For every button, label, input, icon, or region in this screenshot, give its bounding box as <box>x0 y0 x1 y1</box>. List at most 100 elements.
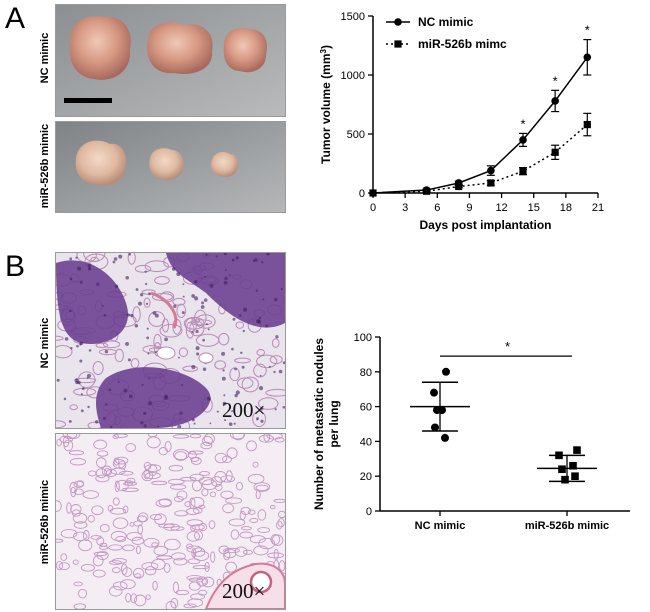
nucleus <box>102 416 106 420</box>
alveolus <box>255 490 261 500</box>
alveolus <box>232 434 245 441</box>
nucleus <box>101 304 104 307</box>
y-tick-label: 0 <box>359 188 365 200</box>
alveolus <box>134 594 147 607</box>
nucleus <box>223 253 228 256</box>
alveolus <box>152 580 158 591</box>
x-tick-label: 9 <box>466 202 472 214</box>
tumor-volume-chart: 0 3 6 9 12 15 18 21 0 500 1000 1500 Days post implan… <box>319 11 605 232</box>
alveolus <box>113 434 128 438</box>
alveolus <box>151 480 168 486</box>
nucleus <box>209 283 214 288</box>
data-point-square <box>561 475 569 484</box>
alveolus <box>175 589 190 596</box>
alveolus <box>114 348 124 363</box>
alveolus <box>173 557 188 566</box>
nucleus <box>79 359 83 363</box>
data-point-square <box>555 451 563 460</box>
alveolus <box>122 487 139 492</box>
alveolus <box>214 360 227 370</box>
alveolus <box>144 472 161 480</box>
significance-star: * <box>553 73 558 88</box>
alveolus <box>146 436 161 449</box>
alveolus <box>190 496 205 508</box>
alveolus <box>125 443 137 452</box>
alveolus <box>257 509 267 521</box>
alveolus <box>118 460 127 470</box>
nucleus <box>113 257 118 261</box>
alveolus <box>56 500 62 512</box>
nucleus <box>182 295 185 298</box>
alveolus <box>193 550 210 561</box>
nucleus <box>144 270 147 273</box>
nucleus <box>278 369 283 374</box>
nucleus <box>234 367 237 371</box>
nucleus <box>147 401 153 406</box>
alveolus <box>265 388 285 397</box>
alveolus <box>112 497 120 506</box>
alveolus <box>202 435 213 447</box>
alveolus <box>73 521 88 529</box>
histology-image-nc <box>55 252 286 429</box>
alveolus <box>258 397 279 410</box>
alveolus <box>234 546 248 557</box>
alveolus <box>269 355 283 365</box>
alveolus <box>144 566 157 576</box>
alveolus <box>229 434 246 440</box>
data-point-square <box>551 148 559 156</box>
nucleus <box>202 367 207 371</box>
alveolus <box>102 340 121 349</box>
x-tick-label: 6 <box>434 202 440 214</box>
nucleus <box>63 397 67 401</box>
alveolus <box>168 464 184 472</box>
nucleus <box>176 272 181 277</box>
alveolus <box>192 507 203 514</box>
nucleus <box>76 344 79 348</box>
alveolus <box>56 560 64 571</box>
magnification-label-mir526b: 200× <box>222 579 266 603</box>
alveolus <box>163 563 171 573</box>
alveolus <box>161 318 170 333</box>
nucleus <box>152 311 157 315</box>
alveolus <box>149 514 163 520</box>
nucleus <box>231 258 235 262</box>
alveolus <box>218 545 230 555</box>
alveolus <box>256 354 278 369</box>
alveolus <box>214 452 228 464</box>
alveolus <box>73 581 83 587</box>
nucleus <box>224 419 227 422</box>
alveolus <box>144 260 170 273</box>
alveolus <box>253 545 269 556</box>
nucleus <box>215 255 218 258</box>
alveolus <box>267 552 284 559</box>
x-tick-label: 3 <box>402 202 408 214</box>
alveolus <box>203 434 215 445</box>
nucleus <box>117 380 120 383</box>
alveolus <box>256 348 266 356</box>
alveolus <box>188 577 204 583</box>
alveolus <box>214 483 223 491</box>
alveolus <box>95 474 110 483</box>
alveolus <box>131 536 145 545</box>
alveolus <box>187 558 201 565</box>
nucleus <box>75 380 79 385</box>
data-point-circle <box>431 423 439 432</box>
alveolus <box>62 436 70 448</box>
nucleus <box>195 346 200 351</box>
data-point-square <box>571 472 579 480</box>
alveolus <box>123 481 137 486</box>
nucleus <box>114 284 119 289</box>
alveolus <box>253 482 271 492</box>
data-point-square <box>573 446 581 454</box>
alveolus <box>263 434 271 442</box>
nucleus <box>195 329 199 334</box>
nucleus <box>157 425 160 428</box>
nucleus <box>164 337 168 342</box>
nucleus <box>205 253 208 256</box>
nucleus <box>108 388 112 392</box>
nucleus <box>238 314 242 317</box>
nucleus <box>112 260 116 264</box>
alveolus <box>59 435 73 444</box>
nucleus <box>109 425 113 428</box>
alveolus <box>235 321 245 329</box>
